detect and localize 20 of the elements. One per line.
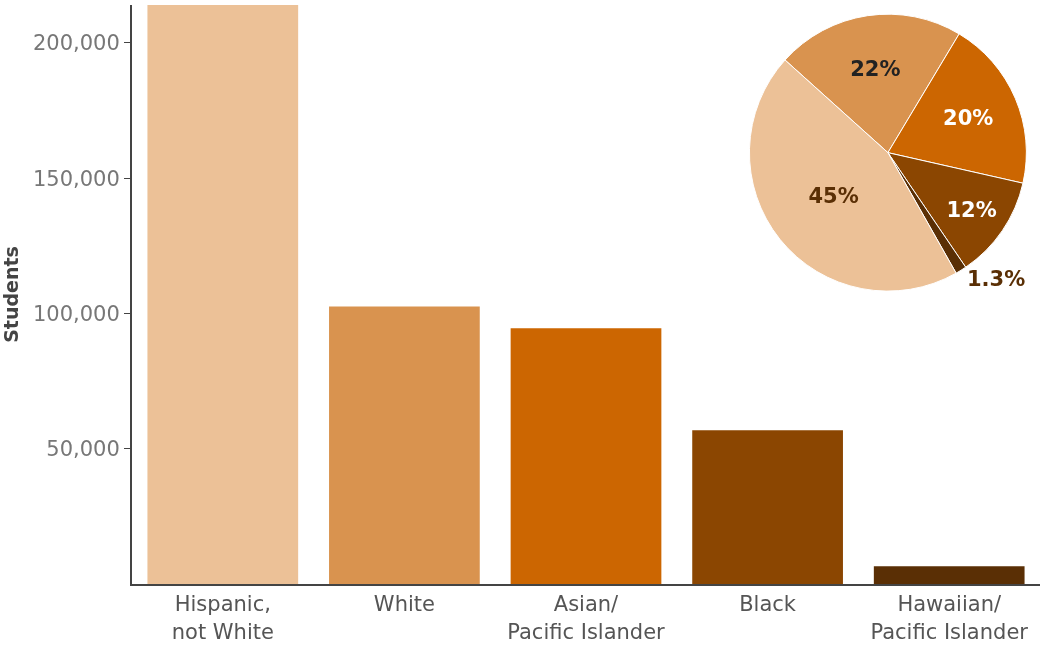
bar bbox=[147, 5, 299, 584]
x-tick-label: Black bbox=[739, 592, 797, 617]
bar bbox=[329, 306, 480, 584]
bar bbox=[510, 328, 662, 584]
x-tick-label: Asian/ Pacific Islander bbox=[507, 592, 666, 644]
y-tick-label: 150,000 bbox=[32, 166, 120, 191]
x-tick-label: Hispanic, not White bbox=[171, 592, 274, 644]
y-tick-label: 100,000 bbox=[32, 301, 120, 326]
y-tick-label: 200,000 bbox=[32, 31, 120, 56]
x-tick-label: Hawaiian/ Pacific Islander bbox=[870, 592, 1029, 644]
bar bbox=[873, 566, 1025, 584]
data-label: 22% bbox=[850, 56, 901, 81]
y-tick-label: 50,000 bbox=[46, 437, 120, 462]
data-label: 20% bbox=[943, 106, 994, 131]
data-label: 45% bbox=[808, 184, 859, 209]
bar bbox=[692, 430, 843, 584]
data-label: 12% bbox=[946, 197, 997, 222]
data-label: 1.3% bbox=[966, 266, 1026, 291]
y-axis-title: Students bbox=[0, 246, 22, 343]
x-tick-label: White bbox=[373, 592, 435, 617]
